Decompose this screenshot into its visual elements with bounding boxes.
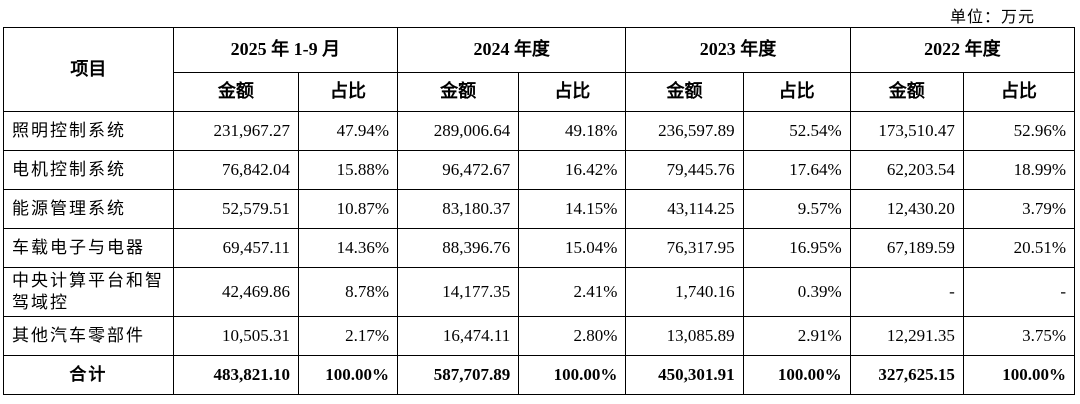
item-label: 其他汽车零部件 [3, 316, 174, 357]
ratio-value: 2.80% [518, 316, 627, 357]
table-row: 其他汽车零部件 10,505.31 2.17% 16,474.11 2.80% 13,08… [3, 316, 1076, 357]
amount-value: 67,189.59 [849, 228, 964, 268]
column-header-period-2024: 2024 年度 [397, 27, 627, 73]
ratio-value: 100.00% [298, 355, 399, 396]
amount-value: 76,317.95 [625, 228, 744, 268]
ratio-value: 20.51% [962, 228, 1076, 268]
item-label: 能源管理系统 [3, 189, 174, 229]
ratio-value: 52.54% [742, 111, 851, 151]
item-label: 照明控制系统 [3, 111, 174, 151]
ratio-value: 9.57% [742, 189, 851, 229]
ratio-value: 15.88% [298, 150, 399, 190]
ratio-value: 100.00% [742, 355, 851, 396]
amount-value: 76,842.04 [172, 150, 300, 190]
column-header-item: 项目 [3, 27, 174, 112]
amount-value: 83,180.37 [397, 189, 520, 229]
column-header-amount-2022: 金额 [849, 72, 964, 112]
total-label: 合计 [3, 355, 174, 396]
ratio-value: 49.18% [518, 111, 627, 151]
amount-value: 13,085.89 [625, 316, 744, 357]
table-body: 照明控制系统 231,967.27 47.94% 289,006.64 49.18% 23… [3, 111, 1076, 396]
column-header-period-2023: 2023 年度 [625, 27, 851, 73]
amount-value: 96,472.67 [397, 150, 520, 190]
amount-value: - [849, 266, 964, 318]
column-header-ratio-2022: 占比 [962, 72, 1076, 112]
amount-value: 10,505.31 [172, 316, 300, 357]
amount-value: 231,967.27 [172, 111, 300, 151]
column-header-amount-2025: 金额 [172, 72, 300, 112]
column-header-amount-2023: 金额 [625, 72, 744, 112]
table-row: 能源管理系统 52,579.51 10.87% 83,180.37 14.15% 43,1… [3, 189, 1076, 229]
amount-value: 587,707.89 [397, 355, 520, 396]
amount-value: 62,203.54 [849, 150, 964, 190]
amount-value: 42,469.86 [172, 266, 300, 318]
amount-value: 12,430.20 [849, 189, 964, 229]
ratio-value: 47.94% [298, 111, 399, 151]
ratio-value: 0.39% [742, 266, 851, 318]
column-header-ratio-2024: 占比 [518, 72, 627, 112]
ratio-value: - [962, 266, 1076, 318]
ratio-value: 8.78% [298, 266, 399, 318]
amount-value: 16,474.11 [397, 316, 520, 357]
ratio-value: 3.75% [962, 316, 1076, 357]
ratio-value: 2.41% [518, 266, 627, 318]
amount-value: 173,510.47 [849, 111, 964, 151]
ratio-value: 14.15% [518, 189, 627, 229]
column-header-amount-2024: 金额 [397, 72, 520, 112]
table-row: 照明控制系统 231,967.27 47.94% 289,006.64 49.18% 23… [3, 111, 1076, 151]
column-header-period-2022: 2022 年度 [849, 27, 1076, 73]
ratio-value: 15.04% [518, 228, 627, 268]
unit-label: 单位：万元 [949, 9, 1035, 26]
item-label: 电机控制系统 [3, 150, 174, 190]
ratio-value: 14.36% [298, 228, 399, 268]
ratio-value: 2.91% [742, 316, 851, 357]
ratio-value: 2.17% [298, 316, 399, 357]
ratio-value: 16.42% [518, 150, 627, 190]
revenue-breakdown-table: 项目 2025 年 1-9 月 2024 年度 2023 年度 2022 年度 … [3, 27, 1076, 396]
amount-value: 1,740.16 [625, 266, 744, 318]
amount-value: 52,579.51 [172, 189, 300, 229]
ratio-value: 18.99% [962, 150, 1076, 190]
amount-value: 79,445.76 [625, 150, 744, 190]
ratio-value: 100.00% [518, 355, 627, 396]
table-total-row: 合计 483,821.10 100.00% 587,707.89 100.00% 450,… [3, 355, 1076, 396]
item-label: 中央计算平台和智驾域控 [3, 266, 174, 318]
amount-value: 12,291.35 [849, 316, 964, 357]
table-header: 项目 2025 年 1-9 月 2024 年度 2023 年度 2022 年度 … [3, 27, 1076, 112]
amount-value: 450,301.91 [625, 355, 744, 396]
amount-value: 88,396.76 [397, 228, 520, 268]
amount-value: 327,625.15 [849, 355, 964, 396]
column-header-ratio-2025: 占比 [298, 72, 399, 112]
amount-value: 236,597.89 [625, 111, 744, 151]
column-header-ratio-2023: 占比 [742, 72, 851, 112]
table-row: 车载电子与电器 69,457.11 14.36% 88,396.76 15.04% 76,… [3, 228, 1076, 268]
ratio-value: 100.00% [962, 355, 1076, 396]
table-row: 中央计算平台和智驾域控 42,469.86 8.78% 14,177.35 2.41% 1… [3, 266, 1076, 318]
amount-value: 483,821.10 [172, 355, 300, 396]
ratio-value: 52.96% [962, 111, 1076, 151]
ratio-value: 3.79% [962, 189, 1076, 229]
item-label: 车载电子与电器 [3, 228, 174, 268]
amount-value: 289,006.64 [397, 111, 520, 151]
table-row: 电机控制系统 76,842.04 15.88% 96,472.67 16.42% 79,4… [3, 150, 1076, 190]
amount-value: 14,177.35 [397, 266, 520, 318]
ratio-value: 16.95% [742, 228, 851, 268]
ratio-value: 17.64% [742, 150, 851, 190]
amount-value: 43,114.25 [625, 189, 744, 229]
ratio-value: 10.87% [298, 189, 399, 229]
amount-value: 69,457.11 [172, 228, 300, 268]
column-header-period-2025: 2025 年 1-9 月 [172, 27, 399, 73]
